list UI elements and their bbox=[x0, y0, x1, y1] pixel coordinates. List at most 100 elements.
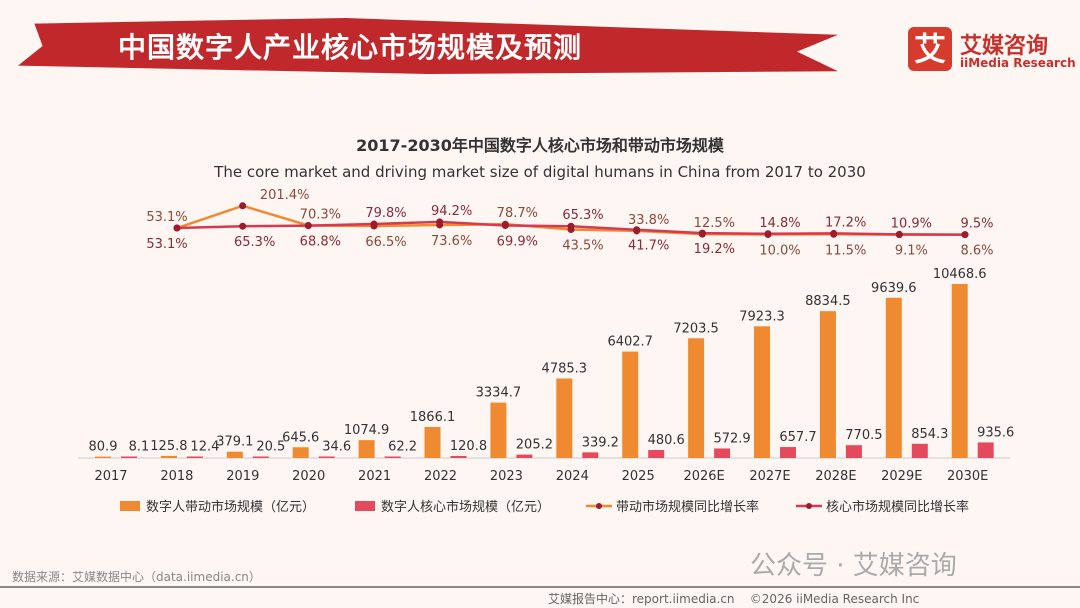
legend-label: 数字人核心市场规模（亿元） bbox=[381, 499, 550, 515]
bar-core bbox=[714, 448, 731, 458]
x-tick-label: 2019 bbox=[226, 469, 259, 484]
bar-label-core: 657.7 bbox=[779, 430, 816, 445]
bar-label-driving: 80.9 bbox=[89, 440, 118, 455]
x-tick-label: 2021 bbox=[358, 469, 391, 484]
line-point-core bbox=[436, 218, 444, 226]
bar-driving bbox=[754, 326, 770, 458]
line-label-drive: 10.0% bbox=[759, 244, 800, 259]
line-label-core: 65.3% bbox=[234, 235, 275, 250]
bar-label-driving: 3334.7 bbox=[476, 386, 522, 401]
bar-core bbox=[516, 454, 533, 458]
legend-swatch bbox=[120, 501, 140, 511]
bar-core bbox=[582, 452, 599, 458]
bar-label-driving: 7923.3 bbox=[739, 309, 785, 324]
bar-driving bbox=[885, 297, 902, 458]
chart: 2017 2018 2019 2020 2021 2022 2023 2024 2025 2026… bbox=[78, 188, 1014, 515]
bar-core bbox=[450, 455, 467, 458]
bar-core bbox=[911, 443, 928, 458]
line-label-drive: 12.5% bbox=[694, 216, 735, 231]
wechat-watermark: 公众号 · 艾媒咨询 bbox=[750, 551, 957, 581]
bar-label-core: 480.6 bbox=[648, 433, 685, 448]
x-tick-label: 2023 bbox=[490, 469, 523, 484]
x-tick-label: 2029E bbox=[881, 469, 922, 484]
legend-marker bbox=[806, 503, 812, 509]
line-point-core bbox=[501, 222, 509, 230]
line-label-core: 69.9% bbox=[497, 235, 538, 250]
line-point-core bbox=[961, 231, 969, 239]
line-label-drive: 11.5% bbox=[825, 243, 866, 258]
line-label-core: 10.9% bbox=[891, 216, 932, 231]
bar-label-core: 120.8 bbox=[450, 439, 487, 454]
bar-label-core: 62.2 bbox=[388, 440, 417, 455]
bar-label-core: 572.9 bbox=[713, 431, 750, 446]
line-label-core: 14.8% bbox=[759, 216, 800, 231]
bar-driving bbox=[556, 378, 573, 458]
x-tick-label: 2022 bbox=[424, 469, 457, 484]
bar-label-core: 854.3 bbox=[911, 427, 948, 442]
legend-marker bbox=[596, 503, 602, 509]
legend-label: 数字人带动市场规模（亿元） bbox=[146, 499, 315, 515]
line-label-drive: 66.5% bbox=[365, 235, 406, 250]
bar-label-driving: 379.1 bbox=[216, 435, 253, 450]
page-title: 中国数字人产业核心市场规模及预测 bbox=[118, 31, 583, 64]
legend-label: 核心市场规模同比增长率 bbox=[826, 499, 969, 515]
bar-driving bbox=[226, 451, 243, 458]
line-label-drive: 78.7% bbox=[497, 206, 538, 221]
bar-core bbox=[186, 456, 203, 458]
bar-core bbox=[121, 456, 137, 458]
line-point-core bbox=[567, 222, 575, 230]
x-tick-label: 2028E bbox=[815, 469, 856, 484]
line-label-core: 19.2% bbox=[694, 242, 735, 257]
bar-label-core: 205.2 bbox=[516, 438, 553, 453]
bar-core bbox=[780, 447, 796, 458]
line-label-core: 79.8% bbox=[365, 206, 406, 221]
line-label-core: 17.2% bbox=[825, 215, 866, 230]
x-tick-label: 2024 bbox=[556, 469, 589, 484]
x-tick-label: 2017 bbox=[94, 469, 127, 484]
bar-driving bbox=[622, 351, 639, 458]
bar-core bbox=[648, 450, 665, 458]
footer-text: 艾媒报告中心：report.iimedia.cn ©2026 iiMedia R… bbox=[548, 590, 919, 607]
bar-driving bbox=[688, 338, 705, 458]
bar-label-driving: 1866.1 bbox=[410, 410, 456, 425]
bar-label-driving: 9639.6 bbox=[871, 281, 917, 296]
line-point-core bbox=[764, 230, 772, 238]
line-label-core: 9.5% bbox=[960, 217, 993, 232]
x-tick-label: 2020 bbox=[292, 469, 325, 484]
line-label-drive: 73.6% bbox=[431, 234, 472, 249]
bar-core bbox=[977, 442, 994, 458]
legend-label: 带动市场规模同比增长率 bbox=[616, 499, 759, 515]
line-label-core: 53.1% bbox=[146, 237, 187, 252]
line-point-drive bbox=[239, 202, 247, 210]
line-label-drive: 43.5% bbox=[562, 238, 603, 253]
bar-driving bbox=[95, 456, 111, 458]
x-tick-label: 2025 bbox=[622, 469, 655, 484]
bar-label-driving: 4785.3 bbox=[542, 361, 588, 376]
x-tick-label: 2018 bbox=[160, 469, 193, 484]
copyright: ©2026 iiMedia Research Inc bbox=[749, 592, 920, 606]
bar-label-core: 770.5 bbox=[845, 428, 882, 443]
line-label-core: 94.2% bbox=[431, 204, 472, 219]
logo-subtext: iiMedia Research bbox=[960, 56, 1076, 70]
bar-driving bbox=[292, 447, 309, 458]
bar-label-driving: 645.6 bbox=[282, 430, 319, 445]
legend-swatch bbox=[355, 501, 375, 511]
bar-label-driving: 7203.5 bbox=[673, 321, 719, 336]
bar-label-driving: 10468.6 bbox=[933, 267, 987, 282]
bar-label-core: 20.5 bbox=[256, 440, 285, 455]
bar-label-core: 935.6 bbox=[977, 425, 1014, 440]
line-label-drive: 8.6% bbox=[960, 244, 993, 259]
report-link[interactable]: 艾媒报告中心：report.iimedia.cn bbox=[548, 592, 735, 606]
bar-core bbox=[252, 456, 269, 458]
line-label-drive: 9.1% bbox=[895, 244, 928, 259]
footer-divider bbox=[0, 586, 1080, 588]
line-point-core bbox=[633, 226, 641, 234]
chart-title: 2017-2030年中国数字人核心市场和带动市场规模 bbox=[356, 136, 724, 155]
bar-driving bbox=[358, 440, 375, 458]
line-point-core bbox=[173, 224, 181, 232]
chart-subtitle: The core market and driving market size … bbox=[214, 163, 866, 181]
line-point-core bbox=[370, 220, 378, 228]
x-tick-label: 2027E bbox=[749, 469, 790, 484]
logo-icon: 艾 bbox=[908, 27, 952, 71]
bar-driving bbox=[490, 402, 507, 458]
